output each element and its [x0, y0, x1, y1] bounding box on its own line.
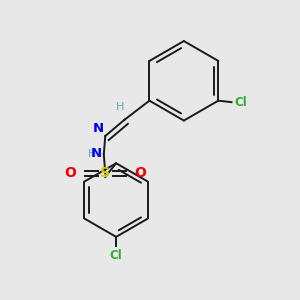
- Text: H: H: [88, 149, 96, 159]
- Text: Cl: Cl: [235, 96, 247, 109]
- Text: N: N: [93, 122, 104, 134]
- Text: N: N: [90, 147, 101, 160]
- Text: Cl: Cl: [110, 249, 122, 262]
- Text: S: S: [100, 167, 110, 180]
- Text: H: H: [116, 103, 124, 112]
- Text: O: O: [64, 167, 76, 180]
- Text: O: O: [135, 167, 147, 180]
